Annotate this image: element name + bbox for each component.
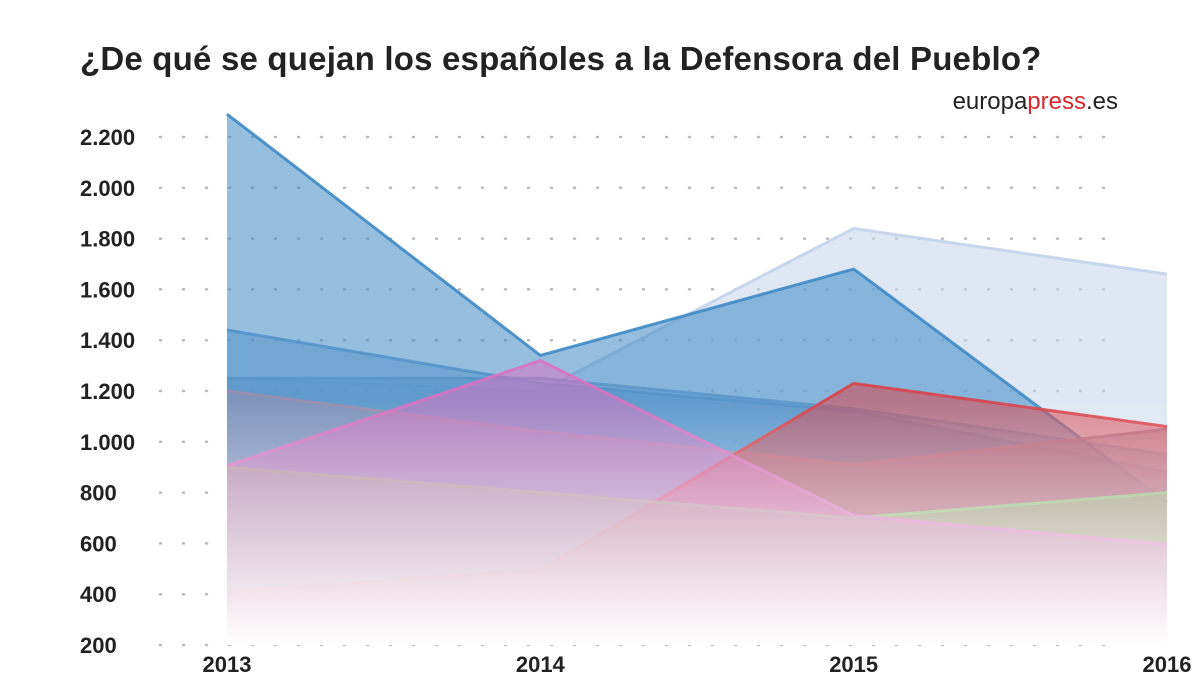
x-tick-label: 2013 <box>203 652 252 675</box>
x-tick-label: 2015 <box>829 652 878 675</box>
chart-title: ¿De qué se quejan los españoles a la Def… <box>80 40 1042 77</box>
y-tick-label: 1.600 <box>80 277 135 302</box>
y-tick-label: 1.800 <box>80 227 135 252</box>
y-tick-label: 600 <box>80 531 117 556</box>
y-tick-label: 2.000 <box>80 176 135 201</box>
y-tick-label: 800 <box>80 481 117 506</box>
y-tick-label: 400 <box>80 582 117 607</box>
y-tick-label: 2.200 <box>80 125 135 150</box>
x-tick-label: 2014 <box>516 652 566 675</box>
y-tick-label: 1.200 <box>80 379 135 404</box>
y-tick-label: 200 <box>80 633 117 658</box>
bottom-fade <box>220 100 1180 645</box>
y-tick-label: 1.400 <box>80 328 135 353</box>
x-tick-label: 2016 <box>1143 652 1192 675</box>
y-tick-label: 1.000 <box>80 430 135 455</box>
